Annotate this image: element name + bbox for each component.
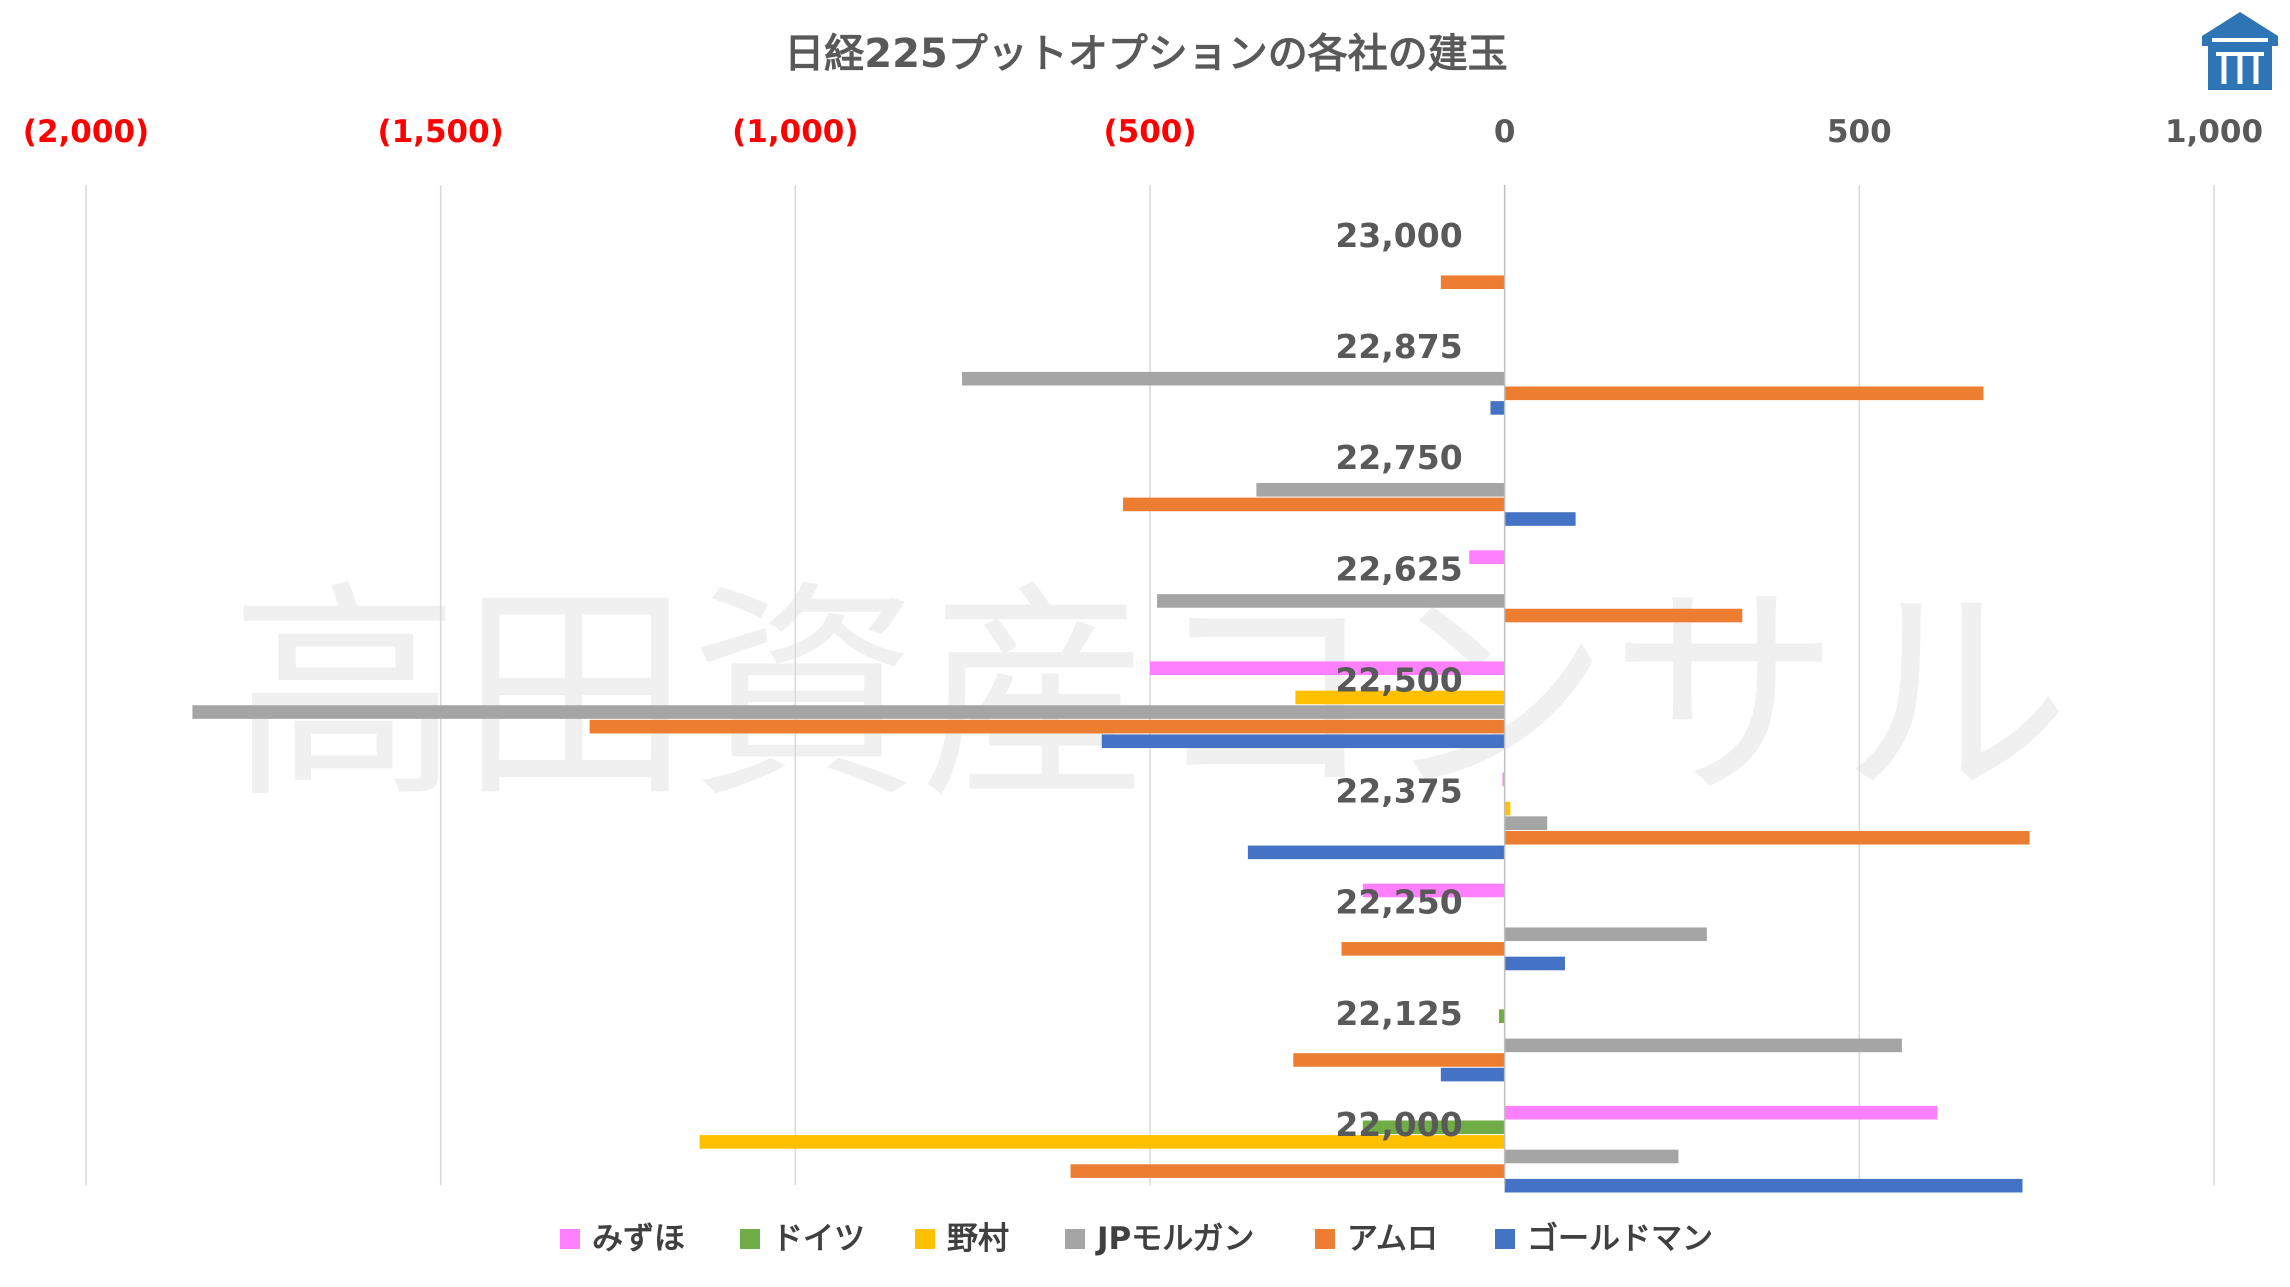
legend-label: 野村 (947, 1221, 1009, 1257)
shrine-roof-logo-icon (2202, 12, 2278, 90)
legend-swatch (1315, 1229, 1335, 1249)
bar-ゴールドマン-22,000 (1504, 1178, 2023, 1193)
bar-アムロ-22,625 (1504, 608, 1743, 623)
x-tick-label: (1,500) (377, 114, 503, 150)
bar-ゴールドマン-22,375 (1247, 845, 1505, 860)
bar-野村-22,000 (699, 1135, 1505, 1149)
bars (192, 185, 2030, 1193)
bar-JPモルガン-22,875 (962, 371, 1505, 386)
bar-アムロ-22,125 (1293, 1053, 1505, 1067)
category-label: 22,125 (1335, 994, 1462, 1033)
legend-swatch (1065, 1229, 1085, 1249)
bar-JPモルガン-22,500 (192, 705, 1505, 719)
category-label: 22,875 (1335, 327, 1462, 366)
legend-label: みずほ (592, 1221, 685, 1257)
category-labels: 23,000 22,875 22,750 22,625 22,500 22,375 22,2… (1335, 216, 1462, 1144)
bar-ドイツ-22,125 (1498, 1009, 1505, 1023)
category-label: 22,500 (1335, 660, 1462, 699)
bar-みずほ-22,375 (1502, 772, 1505, 787)
legend-swatch (1495, 1229, 1515, 1249)
x-tick-label: 500 (1827, 114, 1892, 150)
bar-ドイツ-22,000 (1362, 1120, 1505, 1135)
bar-アムロ-23,000 (1440, 275, 1505, 289)
bar-アムロ-22,875 (1504, 386, 1984, 401)
bar-ゴールドマン-22,750 (1504, 512, 1576, 526)
legend-swatch (560, 1229, 580, 1249)
category-label: 22,250 (1335, 883, 1462, 922)
category-label: 22,750 (1335, 438, 1462, 477)
legend-swatch (740, 1229, 760, 1249)
bar-ゴールドマン-22,250 (1504, 956, 1565, 971)
bar-アムロ-22,500 (589, 719, 1505, 734)
legend-label: JPモルガン (1095, 1221, 1254, 1257)
category-label: 22,000 (1335, 1105, 1462, 1144)
bar-野村-22,500 (1295, 690, 1505, 705)
category-label: 22,625 (1335, 549, 1462, 588)
bar-JPモルガン-22,750 (1256, 483, 1505, 497)
legend-label: アムロ (1347, 1221, 1438, 1257)
category-label: 23,000 (1335, 216, 1462, 255)
x-tick-label: 0 (1494, 114, 1516, 150)
bar-みずほ-22,500 (1150, 661, 1505, 676)
bar-みずほ-22,250 (1362, 883, 1505, 898)
legend-label: ゴールドマン (1527, 1221, 1713, 1257)
bar-JPモルガン-22,625 (1157, 594, 1505, 608)
bar-ゴールドマン-22,875 (1490, 401, 1505, 415)
x-tick-label: (2,000) (23, 114, 149, 150)
bar-ゴールドマン-22,500 (1101, 734, 1505, 749)
legend-swatch (915, 1229, 935, 1249)
x-tick-labels: (2,000) (1,500) (1,000) (500) 0 500 1,000 (23, 114, 2263, 150)
bar-アムロ-22,375 (1504, 830, 2030, 845)
bar-JPモルガン-22,375 (1504, 816, 1548, 830)
gridlines (85, 185, 2215, 1185)
category-label: 22,375 (1335, 772, 1462, 811)
bar-みずほ-22,000 (1504, 1105, 1938, 1120)
x-tick-label: 1,000 (2165, 114, 2263, 150)
bar-JPモルガン-22,250 (1504, 927, 1707, 942)
bar-JPモルガン-22,125 (1504, 1038, 1902, 1053)
bar-ゴールドマン-22,125 (1440, 1067, 1505, 1082)
bar-アムロ-22,750 (1123, 497, 1505, 512)
chart-title: 日経225プットオプションの各社の建玉 (784, 31, 1508, 77)
x-tick-label: (1,000) (732, 114, 858, 150)
legend: みずほ ドイツ 野村 JPモルガン アムロ ゴールドマン (560, 1221, 1713, 1257)
x-tick-label: (500) (1103, 114, 1196, 150)
bar-JPモルガン-22,000 (1504, 1149, 1679, 1164)
bar-アムロ-22,000 (1070, 1164, 1505, 1178)
bar-アムロ-22,250 (1341, 942, 1505, 956)
legend-label: ドイツ (772, 1221, 865, 1257)
bar-野村-22,375 (1504, 801, 1511, 816)
bar-みずほ-22,625 (1469, 550, 1505, 564)
